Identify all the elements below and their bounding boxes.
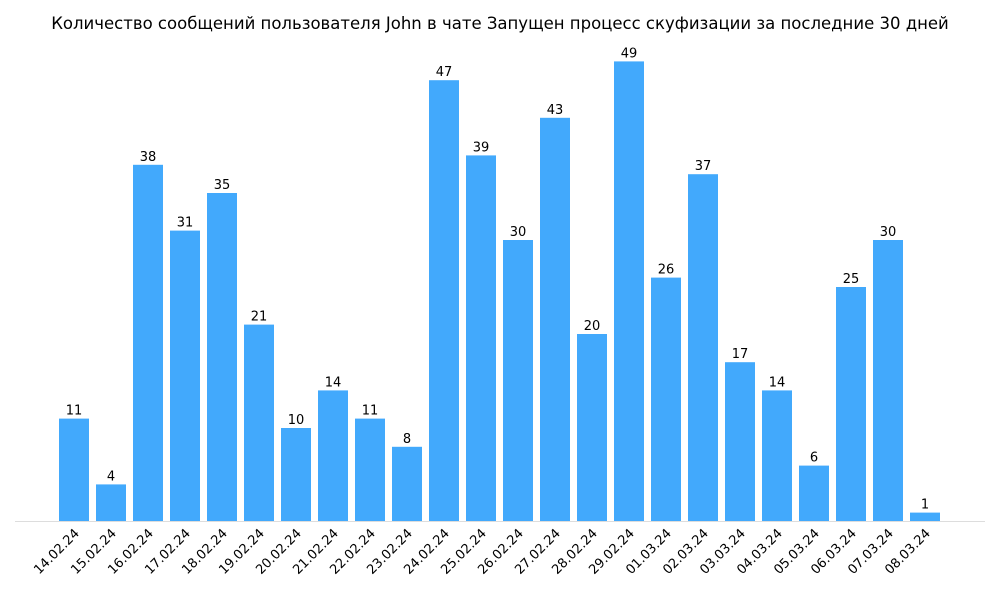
bar-25.02.24 — [466, 155, 496, 522]
bar-value-label: 31 — [177, 216, 194, 231]
bar-value-label: 47 — [436, 65, 453, 80]
bar-27.02.24 — [540, 117, 570, 523]
bar-06.03.24 — [836, 287, 866, 522]
bar-value-label: 6 — [810, 451, 818, 466]
bar-value-label: 17 — [732, 347, 749, 362]
bar-value-label: 30 — [510, 225, 527, 240]
bar-value-label: 35 — [214, 178, 231, 193]
bar-26.02.24 — [503, 240, 533, 522]
bar-value-label: 21 — [251, 310, 268, 325]
bar-18.02.24 — [207, 193, 237, 522]
bar-17.02.24 — [170, 230, 200, 522]
bar-15.02.24 — [96, 484, 126, 522]
bar-08.03.24 — [910, 512, 940, 522]
bar-value-label: 39 — [473, 140, 490, 155]
bar-22.02.24 — [355, 418, 385, 522]
bar-value-label: 20 — [584, 319, 601, 334]
bar-value-label: 49 — [621, 46, 638, 61]
bar-19.02.24 — [244, 324, 274, 522]
bar-value-label: 1 — [921, 498, 929, 513]
bar-value-label: 10 — [288, 413, 305, 428]
bar-value-label: 11 — [362, 404, 379, 419]
bar-value-label: 43 — [547, 103, 564, 118]
bar-03.03.24 — [725, 362, 755, 522]
bar-29.02.24 — [614, 61, 644, 523]
bar-value-label: 14 — [325, 375, 342, 390]
bar-value-label: 4 — [107, 469, 115, 484]
bar-01.03.24 — [651, 277, 681, 522]
bar-21.02.24 — [318, 390, 348, 522]
bar-value-label: 25 — [843, 272, 860, 287]
bar-value-label: 37 — [695, 159, 712, 174]
bar-16.02.24 — [133, 164, 163, 523]
bar-14.02.24 — [59, 418, 89, 522]
bar-value-label: 38 — [140, 150, 157, 165]
x-tick-labels: 14.02.2415.02.2416.02.2417.02.2418.02.24… — [31, 526, 934, 578]
bar-value-label: 14 — [769, 375, 786, 390]
bar-value-label: 26 — [658, 263, 675, 278]
chart-title: Количество сообщений пользователя John в… — [51, 14, 949, 33]
bars-group: 11 4 38 31 35 21 10 14 11 8 47 39 30 43 20 49 26 37 17 14 6 2… — [59, 46, 940, 523]
bar-value-label: 8 — [403, 432, 411, 447]
bar-05.03.24 — [799, 465, 829, 522]
bar-20.02.24 — [281, 428, 311, 522]
bar-23.02.24 — [392, 446, 422, 522]
bar-value-label: 11 — [66, 404, 83, 419]
bar-07.03.24 — [873, 240, 903, 522]
bar-value-label: 30 — [880, 225, 897, 240]
bar-24.02.24 — [429, 80, 459, 522]
bar-02.03.24 — [688, 174, 718, 522]
bar-28.02.24 — [577, 334, 607, 522]
bar-04.03.24 — [762, 390, 792, 522]
